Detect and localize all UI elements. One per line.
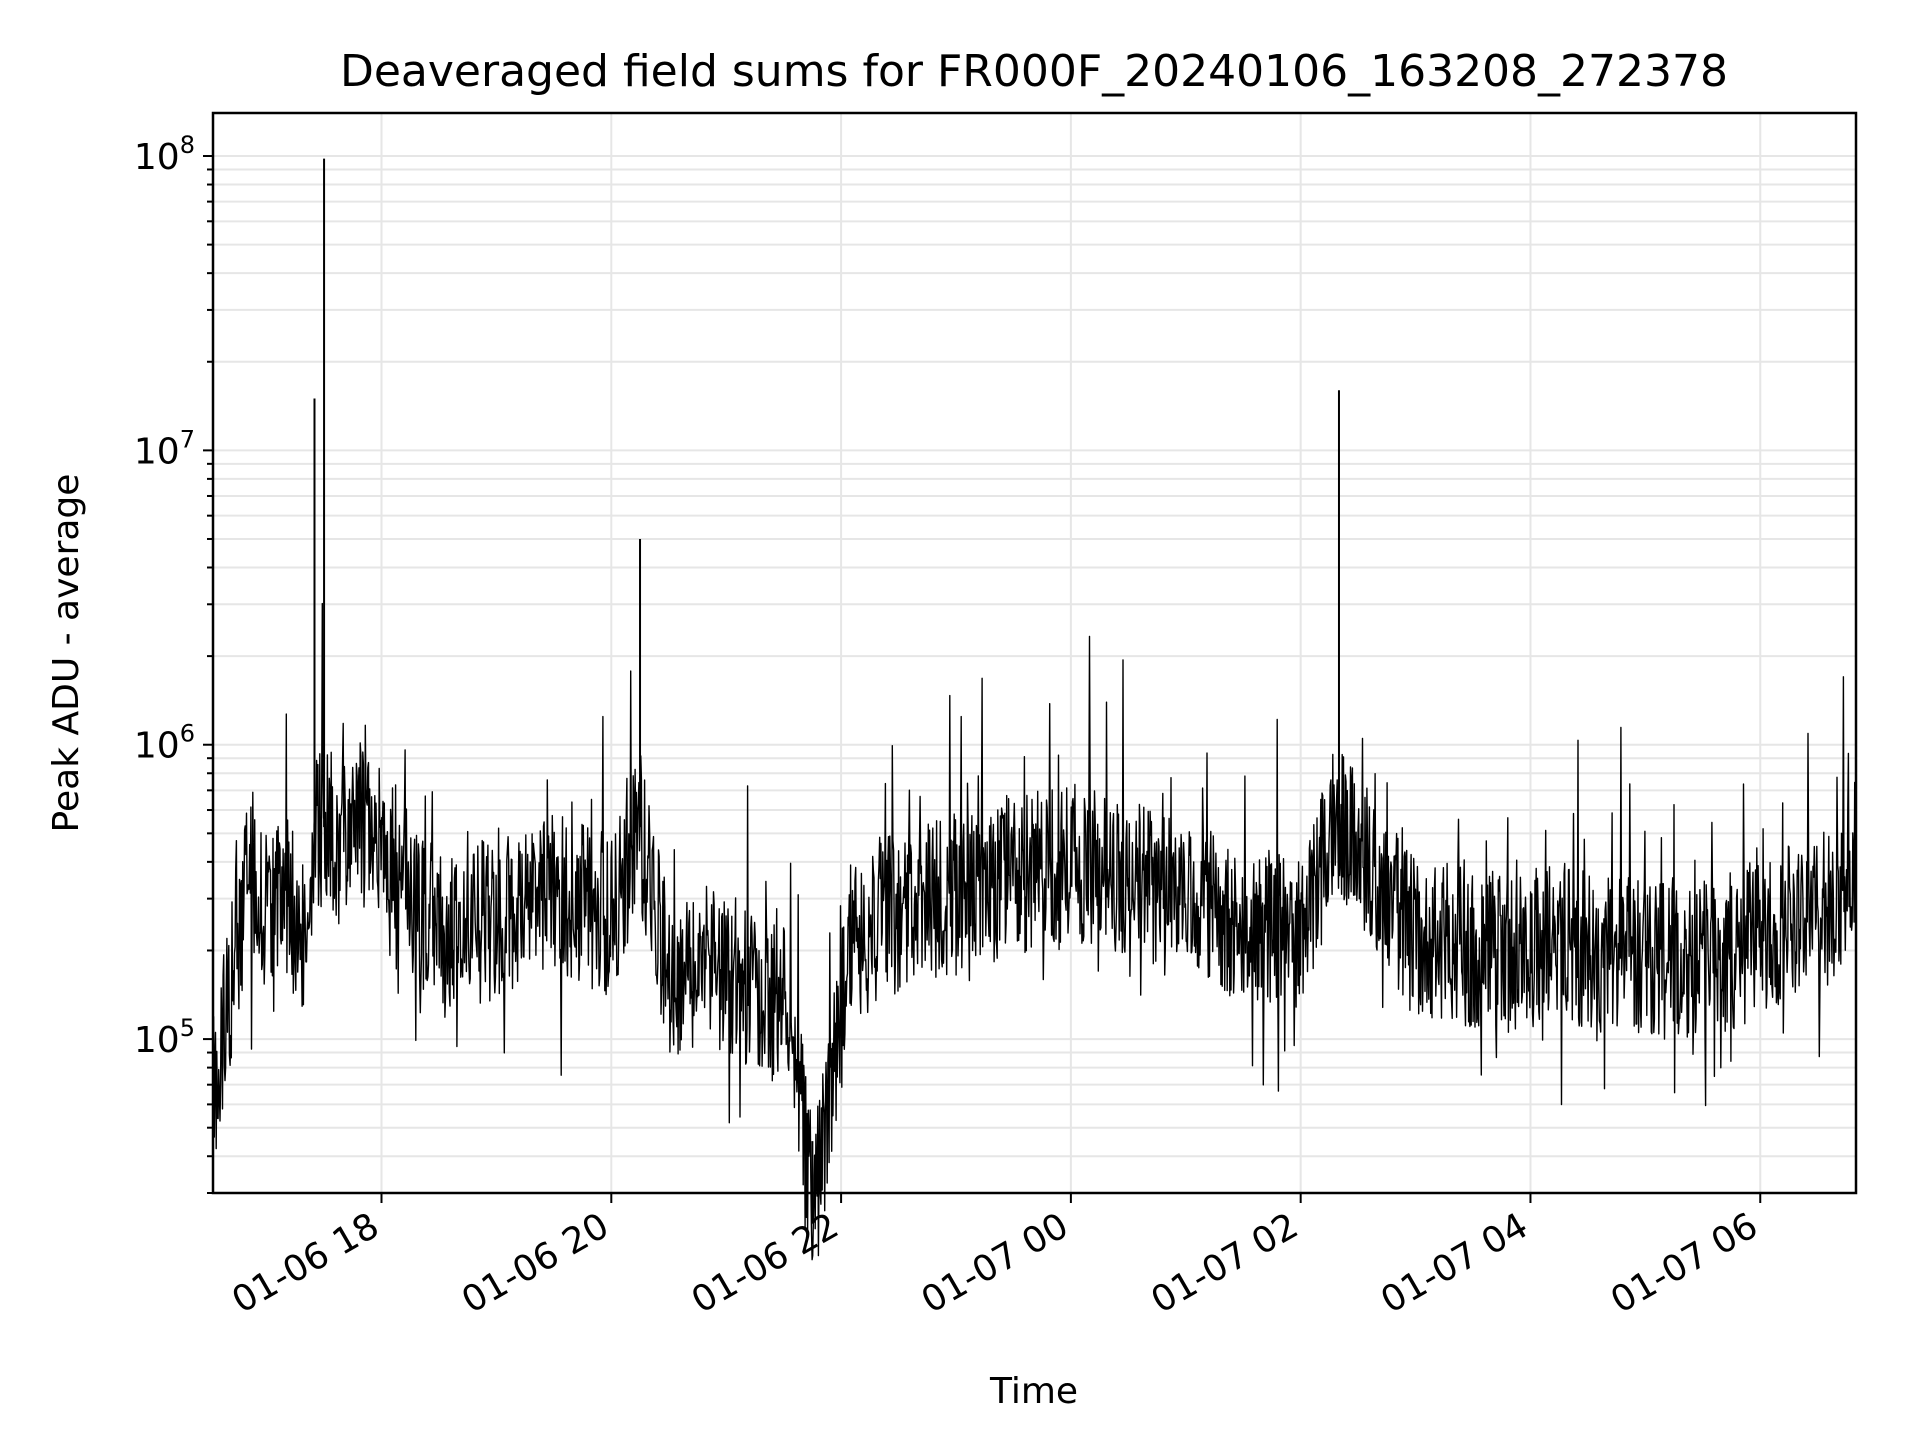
x-axis-label: Time [989, 1371, 1078, 1412]
data-line-layer [212, 158, 1857, 1261]
y-tick-label: 106 [134, 720, 195, 767]
y-tick-label: 108 [134, 131, 195, 178]
series-line [212, 602, 1857, 1261]
y-axis: 105 106 107 108 [134, 131, 213, 1194]
y-axis-label: Peak ADU - average [46, 474, 87, 833]
plot-frame [211, 111, 1858, 1195]
y-tick-label: 107 [134, 425, 195, 472]
chart-title: Deaveraged field sums for FR000F_2024010… [340, 46, 1728, 97]
y-tick-label: 105 [134, 1014, 195, 1061]
